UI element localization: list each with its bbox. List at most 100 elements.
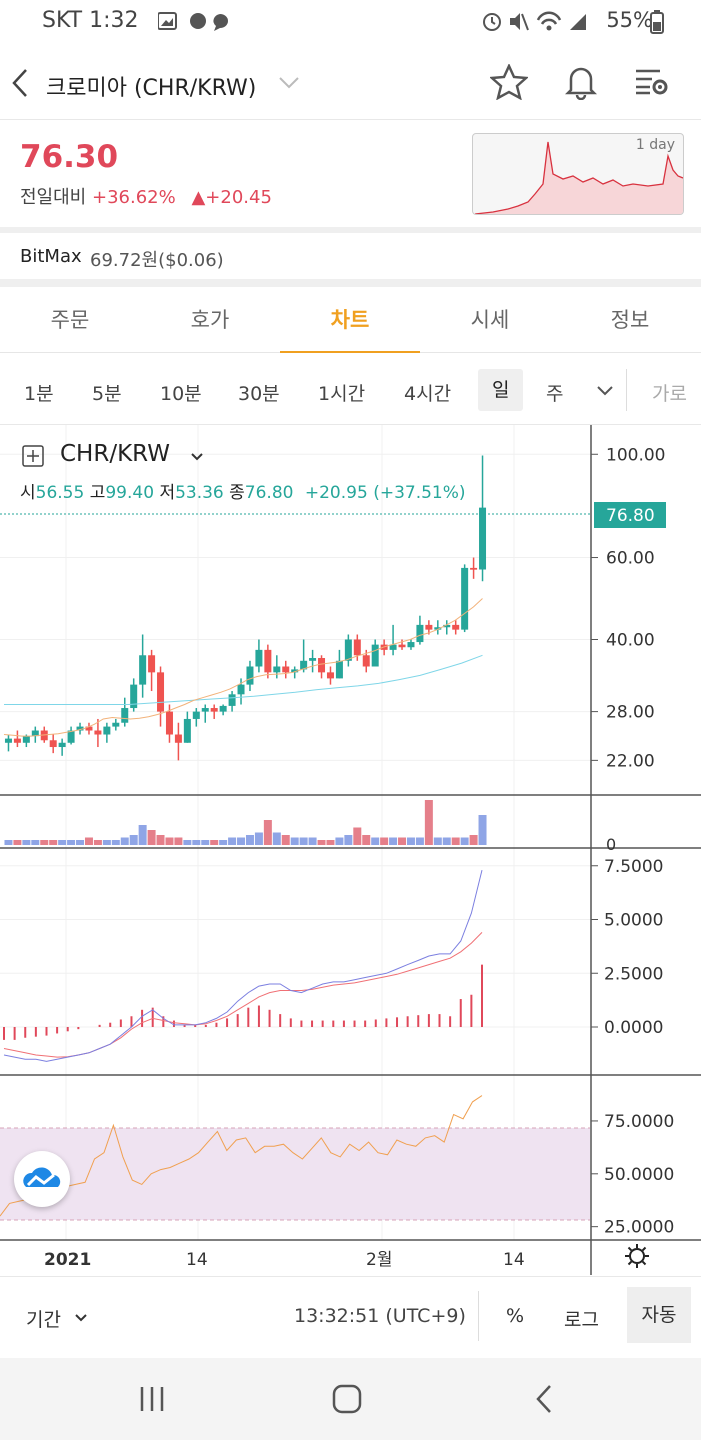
candle-body (130, 684, 138, 709)
exchange-name: BitMax (20, 246, 82, 267)
volume-bar (353, 827, 362, 845)
tab-order[interactable]: 주문 (50, 308, 90, 332)
bell-icon[interactable] (565, 64, 597, 100)
candle-body (416, 624, 424, 643)
chart-symbol[interactable]: CHR/KRW (60, 441, 170, 467)
volume-bar (40, 840, 49, 845)
chart-logo-button[interactable] (14, 1151, 70, 1207)
candle-body (183, 718, 191, 743)
interval-week[interactable]: 주 (546, 383, 564, 405)
status-bar: SKT 1:32 55% (0, 0, 701, 44)
tab-info[interactable]: 정보 (610, 308, 650, 332)
volume-bar (192, 840, 201, 845)
chevron-down-icon[interactable] (278, 76, 300, 90)
candle-body (264, 649, 272, 673)
candle-body (165, 711, 173, 735)
add-indicator-icon[interactable] (22, 445, 44, 467)
interval-5m[interactable]: 5분 (92, 383, 122, 405)
tab-market[interactable]: 시세 (470, 308, 510, 332)
change-amount: ▲+20.45 (191, 187, 272, 208)
chart-settings-gear-icon[interactable] (624, 1243, 650, 1269)
rsi-tick-label: 25.0000 (604, 1218, 674, 1238)
volume-bar (138, 825, 147, 845)
back-icon[interactable] (534, 1384, 554, 1414)
volume-bar (263, 820, 272, 845)
tab-orderbook[interactable]: 호가 (190, 308, 230, 332)
candle-body (4, 738, 12, 743)
volume-bar (371, 837, 380, 845)
period-button[interactable]: 기간 (26, 1309, 61, 1331)
mini-chart[interactable]: 1 day (472, 133, 684, 215)
candle-body (94, 730, 102, 735)
interval-30m[interactable]: 30분 (238, 383, 280, 405)
chart-area[interactable]: 100.00 60.00 40.00 28.00 22.00 0 7.5000 5.0000 2… (0, 425, 701, 1275)
interval-1h[interactable]: 1시간 (318, 383, 366, 405)
auto-scale-button[interactable]: 자동 (627, 1287, 691, 1343)
volume-bar (174, 837, 183, 845)
volume-bar (317, 840, 326, 845)
price-chart[interactable]: 100.00 60.00 40.00 28.00 22.00 0 7.5000 5.0000 2… (0, 425, 701, 1275)
open-value: 56.55 (35, 483, 85, 503)
volume-bar (398, 837, 407, 845)
candle-body (389, 644, 397, 650)
rsi-tick-label: 50.0000 (604, 1165, 674, 1185)
macd-signal-line (3, 932, 483, 1058)
log-scale-button[interactable]: 로그 (564, 1309, 599, 1331)
low-label: 저 (159, 483, 176, 503)
chevron-down-icon[interactable] (190, 452, 204, 462)
candle-body (443, 624, 451, 628)
volume-bar (478, 815, 487, 845)
favorite-star-icon[interactable] (490, 64, 528, 100)
price-summary: 76.30 전일대비 +36.62% ▲+20.45 1 day (0, 121, 701, 227)
volume-bar (31, 840, 40, 845)
battery-icon (650, 10, 664, 34)
landscape-button[interactable]: 가로 (652, 383, 687, 405)
cloud-chart-icon (23, 1167, 61, 1187)
candle-body (228, 694, 236, 706)
system-nav-bar (0, 1358, 701, 1440)
recent-apps-icon[interactable] (138, 1386, 166, 1412)
candle-body (210, 708, 218, 712)
candle-body (76, 726, 84, 731)
volume-bar (156, 835, 165, 845)
volume-bar (344, 835, 353, 845)
macd-tick-label: 2.5000 (604, 964, 663, 984)
volume-bar (22, 840, 31, 845)
volume-bar (84, 837, 93, 845)
candle-body (219, 705, 227, 712)
candle-body (407, 642, 415, 648)
candle-body (291, 669, 299, 673)
interval-4h[interactable]: 4시간 (404, 383, 452, 405)
volume-bar (442, 837, 451, 845)
volume-bar (254, 832, 263, 845)
candle-body (157, 672, 165, 712)
volume-bar (67, 840, 76, 845)
exchange-row[interactable]: BitMax 69.72원($0.06) (0, 233, 701, 279)
candle-body (22, 736, 30, 743)
ohlc-legend: 시56.55 고99.40 저53.36 종76.80 +20.95 (+37.… (20, 478, 466, 503)
divider (626, 369, 627, 411)
chevron-down-icon[interactable] (596, 385, 614, 397)
candle-body (237, 684, 245, 695)
chevron-down-icon[interactable] (74, 1313, 88, 1323)
candle-body (67, 730, 75, 743)
home-icon[interactable] (332, 1384, 364, 1414)
percent-scale-button[interactable]: % (506, 1305, 525, 1327)
open-label: 시 (20, 483, 36, 503)
volume-tick-label: 0 (606, 835, 616, 854)
close-label: 종 (229, 483, 245, 503)
interval-day[interactable]: 일 (478, 369, 524, 411)
interval-1m[interactable]: 1분 (24, 383, 54, 405)
volume-bar (219, 840, 228, 845)
settings-list-icon[interactable] (634, 68, 670, 96)
volume-bar (272, 832, 281, 845)
tab-chart[interactable]: 차트 (280, 287, 420, 353)
back-arrow-icon[interactable] (10, 68, 30, 98)
interval-10m[interactable]: 10분 (160, 383, 202, 405)
page-title[interactable]: 크로미아 (CHR/KRW) (46, 76, 257, 101)
battery-level: 55% (606, 8, 653, 32)
price-tick-label: 28.00 (606, 703, 655, 723)
close-value: 76.80 (244, 483, 294, 503)
candle-body (362, 655, 370, 667)
candle-body (246, 666, 254, 685)
